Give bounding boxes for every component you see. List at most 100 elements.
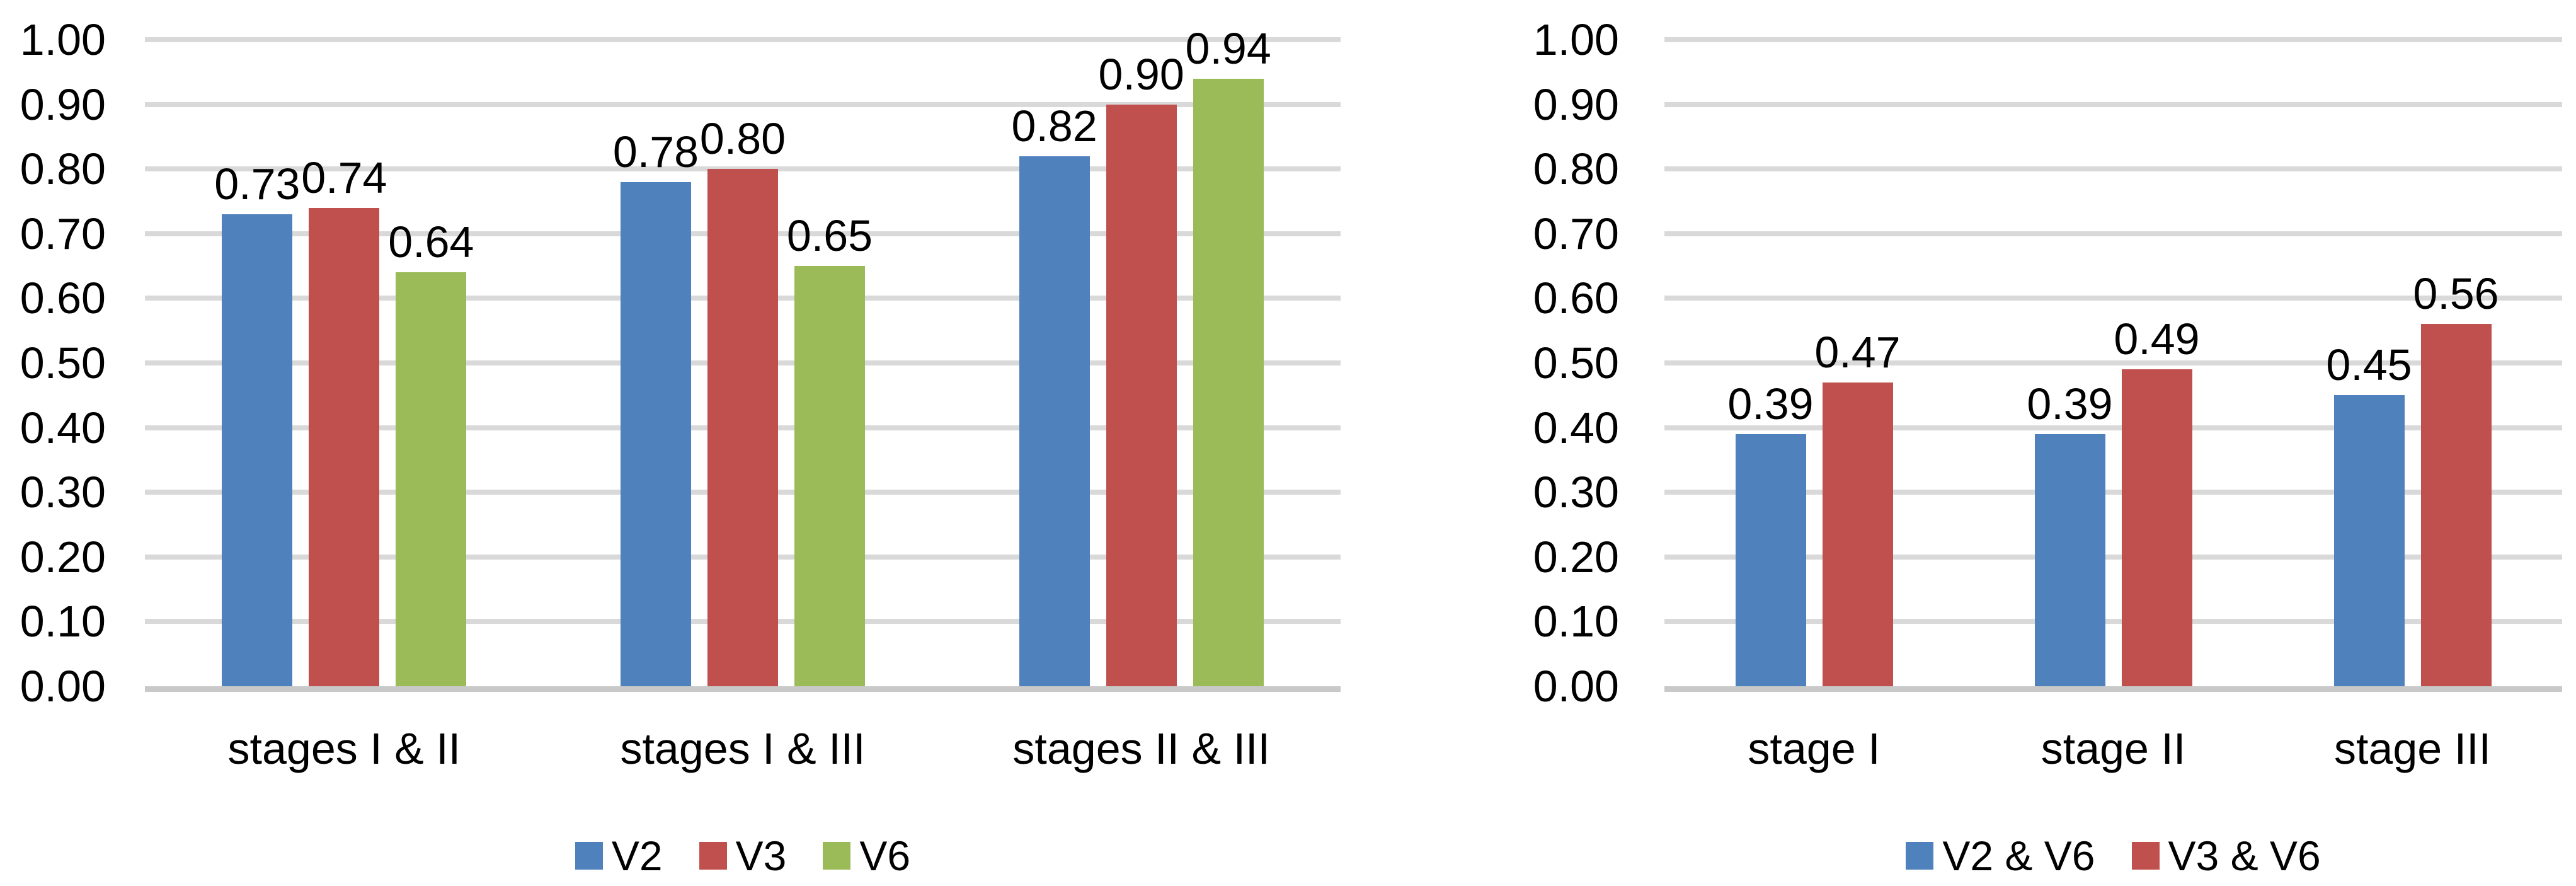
bar: [1193, 78, 1264, 686]
y-tick-label: 0.70: [1533, 209, 1619, 258]
value-label: 0.74: [301, 152, 387, 202]
gridline: [1664, 296, 2562, 301]
gridline: [1664, 231, 2562, 236]
category-group: 0.45 0.56: [2263, 40, 2562, 686]
bar: [309, 207, 380, 686]
bar: [2420, 324, 2492, 686]
bar-column: 0.56: [2413, 40, 2499, 686]
value-label: 0.90: [1098, 49, 1184, 99]
bar-column: 0.82: [1012, 40, 1097, 686]
gridline: [1664, 166, 2562, 172]
y-tick-label: 0.30: [20, 468, 106, 517]
y-tick-label: 0.70: [20, 209, 106, 258]
legend-item: V2: [575, 833, 663, 878]
value-label: 0.64: [388, 217, 474, 267]
bar: [1735, 434, 1806, 686]
plot-area: 0.39 0.47 0.39 0.49 0.45 0.56: [1664, 37, 2562, 692]
gridline: [1664, 360, 2562, 365]
legend-label: V2 & V6: [1942, 832, 2095, 879]
bar-column: 0.78: [613, 40, 699, 686]
bar: [222, 214, 293, 686]
value-label: 0.80: [699, 114, 786, 164]
value-label: 0.78: [612, 127, 699, 176]
value-label: 0.39: [2027, 379, 2113, 429]
category-group: 0.82 0.90 0.94: [942, 25, 1341, 686]
y-tick-label: 0.20: [1533, 532, 1619, 582]
value-label: 0.49: [2114, 314, 2200, 364]
gridline: [1664, 619, 2562, 624]
y-tick-label: 1.00: [1533, 15, 1619, 64]
gridline: [1664, 37, 2562, 42]
bar: [621, 181, 691, 686]
value-label: 0.94: [1185, 23, 1271, 73]
legend-swatch: [575, 842, 603, 870]
bar-column: 0.73: [214, 40, 300, 686]
legend: V2 & V6 V3 & V6: [1664, 831, 2562, 881]
bar: [2121, 369, 2192, 686]
value-label: 0.73: [214, 159, 301, 209]
legend-swatch: [1906, 842, 1934, 870]
y-tick-label: 0.60: [20, 273, 106, 323]
bar: [707, 169, 778, 686]
legend-item: V6: [823, 833, 910, 878]
y-tick-label: 0.50: [20, 338, 106, 388]
bar: [2333, 395, 2405, 686]
category-label: stage II: [2041, 724, 2186, 773]
bar-groups: 0.39 0.47 0.39 0.49 0.45 0.56: [1664, 40, 2562, 686]
category-label: stages I & II: [227, 724, 461, 773]
bar-column: 0.94: [1186, 25, 1271, 686]
category-label: stages I & III: [620, 724, 866, 773]
value-label: 0.45: [2326, 340, 2412, 390]
x-axis-labels: stages I & II stages I & III stages II & I…: [145, 722, 1341, 775]
x-axis-line: [1664, 686, 2562, 692]
bar: [794, 266, 865, 686]
bar-column: 0.49: [2114, 40, 2200, 686]
y-tick-label: 0.00: [20, 662, 106, 711]
gridline: [145, 37, 1341, 42]
bar-column: 0.39: [1727, 40, 1814, 686]
value-label: 0.39: [1727, 379, 1814, 429]
gridline: [1664, 554, 2562, 560]
gridline: [145, 166, 1341, 172]
value-label: 0.82: [1011, 101, 1097, 151]
right-chart: 1.00 0.90 0.80 0.70 0.60 0.50 0.40 0.30 0.20 0.10…: [1525, 0, 2576, 886]
left-chart: 1.00 0.90 0.80 0.70 0.60 0.50 0.40 0.30 0.20 0.10…: [0, 16, 1341, 878]
category-group: 0.39 0.47: [1664, 40, 1964, 686]
gridline: [145, 101, 1341, 107]
y-tick-label: 0.90: [20, 79, 106, 129]
y-tick-label: 0.20: [20, 532, 106, 582]
legend-item: V3: [699, 833, 786, 878]
legend-label: V2: [611, 832, 663, 879]
plot-area: 0.73 0.74 0.64 0.78 0.80 0.65 0.82 0.90 0.94: [145, 25, 1341, 692]
y-tick-label: 0.80: [20, 144, 106, 194]
value-label: 0.56: [2413, 269, 2499, 319]
category-group: 0.39 0.49: [1964, 40, 2263, 686]
category-group: 0.78 0.80 0.65: [544, 40, 942, 686]
bar-column: 0.45: [2326, 40, 2412, 686]
y-axis: 1.00 0.90 0.80 0.70 0.60 0.50 0.40 0.30 0.20 0.10…: [1525, 16, 1619, 710]
category-label: stage III: [2333, 724, 2492, 773]
bar-column: 0.47: [1814, 40, 1901, 686]
bar-column: 0.90: [1099, 40, 1184, 686]
category-label: stage I: [1748, 724, 1880, 773]
value-label: 0.47: [1814, 327, 1901, 377]
bar: [396, 272, 467, 686]
y-tick-label: 0.90: [1533, 79, 1619, 129]
x-axis-labels: stage I stage II stage III: [1664, 722, 2562, 775]
bar: [1019, 156, 1090, 686]
legend-swatch: [823, 842, 851, 870]
y-tick-label: 0.40: [20, 403, 106, 452]
bar-column: 0.64: [388, 40, 474, 686]
x-axis-line: [145, 686, 1341, 692]
category-label: stages II & III: [1012, 724, 1270, 773]
legend-swatch: [2131, 842, 2160, 870]
y-tick-label: 0.40: [1533, 403, 1619, 452]
y-tick-label: 0.50: [1533, 338, 1619, 388]
y-axis: 1.00 0.90 0.80 0.70 0.60 0.50 0.40 0.30 0.20 0.10…: [0, 16, 106, 710]
bar: [1106, 104, 1177, 686]
y-tick-label: 0.60: [1533, 273, 1619, 323]
y-tick-label: 0.10: [20, 597, 106, 647]
bar-groups: 0.73 0.74 0.64 0.78 0.80 0.65 0.82 0.90 0.94: [145, 25, 1341, 686]
y-tick-label: 0.10: [1533, 597, 1619, 647]
